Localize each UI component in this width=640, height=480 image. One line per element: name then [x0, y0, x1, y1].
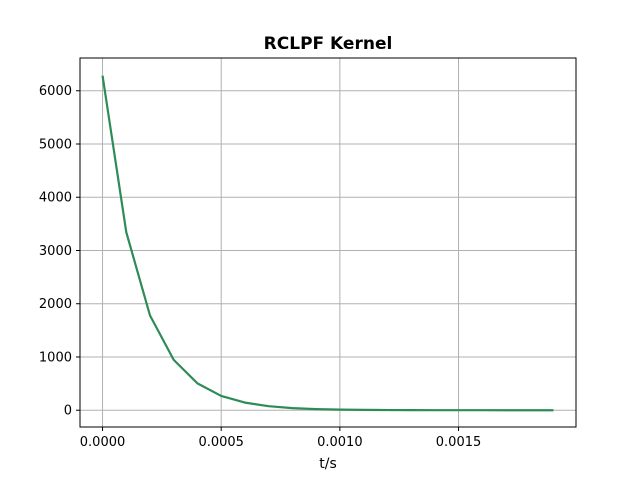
grid [80, 58, 576, 427]
x-tick-label: 0.0005 [198, 435, 244, 450]
x-tick-label: 0.0000 [80, 435, 126, 450]
y-tick-label: 0 [64, 404, 72, 419]
y-tick-label: 6000 [39, 84, 72, 99]
y-tick-label: 3000 [39, 244, 72, 259]
chart-title: RCLPF Kernel [264, 34, 393, 54]
y-tick-label: 4000 [39, 191, 72, 206]
axes-frame [79, 57, 577, 428]
series-layer [101, 75, 554, 412]
y-tick-label: 2000 [39, 297, 72, 312]
y-tick-label: 1000 [39, 350, 72, 365]
y-tick-label: 5000 [39, 137, 72, 152]
x-tick-label: 0.0010 [317, 435, 363, 450]
x-axis-label: t/s [319, 456, 337, 472]
y-axis-ticks: 0 1000 2000 3000 4000 5000 6000 [39, 84, 80, 419]
x-axis-ticks: 0.0000 0.0005 0.0010 0.0015 [80, 427, 481, 450]
x-tick-label: 0.0015 [436, 435, 482, 450]
series-line [101, 75, 554, 412]
